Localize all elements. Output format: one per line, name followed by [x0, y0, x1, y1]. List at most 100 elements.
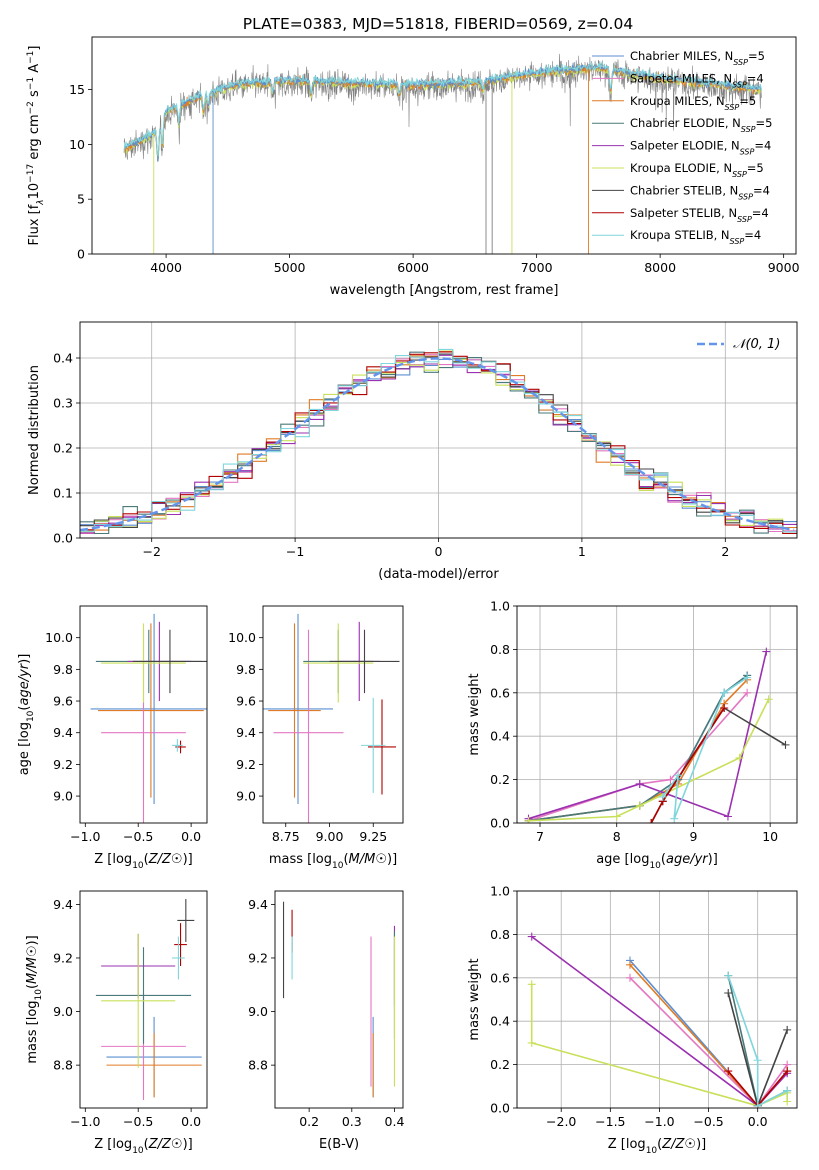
age_vs_mass-ytick-label: 9.4 — [236, 725, 256, 740]
mass_vs_ebv-ytick-label: 9.4 — [248, 897, 268, 912]
figure-title: PLATE=0383, MJD=51818, FIBERID=0569, z=0… — [243, 15, 633, 33]
series-marker — [753, 1056, 762, 1065]
series-marker — [666, 775, 675, 784]
residuals-ytick-label: 0.1 — [53, 486, 73, 501]
series-marker — [783, 1097, 792, 1106]
mass_vs_ebv-xtick-label: 0.4 — [385, 1114, 405, 1129]
mass_vs_Z-ytick-label: 9.0 — [53, 1004, 73, 1019]
series-line — [650, 707, 725, 823]
residuals-ytick-label: 0.3 — [53, 396, 73, 411]
mass_vs_Z-points — [95, 899, 202, 1100]
series-marker — [670, 814, 679, 823]
errorbar-kroupa-stelib — [172, 936, 185, 980]
errorbar-kroupa-miles — [97, 623, 204, 798]
series-marker — [658, 792, 667, 801]
series-chabrier-stelib — [647, 703, 790, 823]
mass_vs_Z-frame — [79, 890, 208, 1109]
spectrum-legend: Chabrier MILES, NSSP=5 Salpeter MILES, NS… — [592, 49, 772, 246]
age_vs_Z-ytick-label: 9.4 — [53, 725, 73, 740]
spectrum-series — [123, 53, 762, 254]
legend-entry: Kroupa ELODIE, NSSP=5 — [630, 161, 764, 179]
series-marker — [753, 1101, 762, 1108]
series-marker — [781, 740, 790, 749]
weight_vs_age-xlabel: age [log10(age/yr)] — [596, 852, 718, 871]
weight_vs_Z-ytick-label: 0.8 — [490, 927, 510, 942]
legend-entry: Chabrier ELODIE, NSSP=5 — [630, 116, 772, 134]
spectrum-xtick-label: 5000 — [274, 260, 306, 275]
legend-entry: Salpeter MILES, NSSP=4 — [630, 71, 764, 89]
weight_vs_Z-xtick-label: 0.0 — [748, 1114, 768, 1129]
weight_vs_Z-xtick-label: −2.0 — [546, 1114, 576, 1129]
series-kroupa-stelib — [658, 673, 752, 823]
series-line — [662, 676, 748, 820]
series-marker — [724, 971, 733, 980]
spectrum-axes: 4000 5000 6000 7000 8000 9000 0 5 10 15 — [69, 82, 800, 275]
series-marker — [743, 673, 752, 682]
normal-curve — [80, 357, 795, 532]
age_vs_Z-xlabel: Z [log10(Z/Z☉)] — [94, 852, 192, 871]
weight_vs_age-series — [524, 647, 790, 823]
weight_vs_age-ytick-label: 0.2 — [490, 772, 510, 787]
mass_vs_Z-xlabel: Z [log10(Z/Z☉)] — [94, 1137, 192, 1156]
series-marker — [783, 1067, 792, 1076]
mass_vs_ebv-ytick-label: 9.2 — [248, 950, 268, 965]
weight_vs_Z-series — [527, 932, 792, 1108]
spectrum-line-kroupa-stelib — [123, 61, 762, 157]
age_vs_Z-ytick-label: 9.0 — [53, 789, 73, 804]
residuals-frame — [79, 321, 798, 539]
series-marker — [524, 816, 533, 823]
age_vs_mass-axes: 8.75 9.00 9.25 9.0 9.2 9.4 9.6 9.8 10.0 — [228, 630, 387, 844]
weight_vs_age-ytick-label: 0.6 — [490, 685, 510, 700]
series-marker — [783, 1086, 792, 1095]
normal-legend-label: 𝒩(0, 1) — [733, 337, 780, 352]
mass_vs_ebv-xtick-label: 0.3 — [342, 1114, 362, 1129]
series-marker — [720, 688, 729, 697]
weight_vs_age-ytick-label: 0.4 — [490, 729, 510, 744]
mass_vs_Z-ytick-label: 9.4 — [53, 897, 73, 912]
age_vs_mass-ytick-label: 9.8 — [236, 662, 256, 677]
errorbar-kroupa-stelib — [361, 697, 386, 793]
weight_vs_age-axes: 7 8 9 10 0.0 0.2 0.4 0.6 0.8 1.0 — [490, 599, 797, 844]
spectrum-frame — [91, 36, 797, 255]
spectrum-line-kroupa-miles — [123, 63, 762, 159]
spectrum-xtick-label: 9000 — [768, 260, 800, 275]
mass_vs_ebv-points — [282, 901, 396, 1098]
series-marker — [527, 1038, 536, 1047]
series-marker — [764, 695, 773, 704]
age_vs_Z-ylabel: age [log10(age/yr)] — [17, 654, 36, 776]
series-salpeter-stelib — [647, 703, 729, 823]
spectrum-ytick-label: 5 — [77, 192, 85, 207]
weight_vs_Z-xtick-label: −1.0 — [644, 1114, 674, 1129]
series-marker — [612, 812, 621, 821]
weight_vs_Z-xlabel: Z [log10(Z/Z☉)] — [608, 1137, 706, 1156]
series-kroupa-elodie — [524, 695, 773, 823]
mass_vs_Z-xtick-label: 0.0 — [181, 1114, 201, 1129]
legend-entry: Kroupa MILES, NSSP=5 — [630, 94, 756, 112]
mass_vs_ebv-ytick-label: 9.0 — [248, 1004, 268, 1019]
series-chabrier-elodie — [524, 671, 752, 823]
age_vs_mass-ytick-label: 10.0 — [228, 630, 256, 645]
legend-entry: Salpeter ELODIE, NSSP=4 — [630, 139, 771, 157]
errorbar-chabrier-stelib — [132, 629, 207, 694]
series-line — [528, 692, 748, 822]
residuals-xtick-label: 1 — [578, 544, 586, 559]
age_vs_Z-frame — [79, 605, 208, 824]
series-marker — [625, 960, 634, 969]
spectrum-ytick-label: 10 — [69, 137, 85, 152]
age_vs_mass-ytick-label: 9.0 — [236, 789, 256, 804]
errorbar-chabrier-miles — [263, 613, 333, 804]
errorbar-kroupa-elodie — [101, 933, 176, 1068]
series-salpeter-elodie — [524, 647, 771, 823]
series-marker — [724, 1067, 733, 1076]
series-marker — [674, 771, 683, 780]
errorbar-salpeter-stelib — [174, 923, 187, 967]
series-marker — [625, 973, 634, 982]
mass_vs_Z-xtick-label: −0.5 — [123, 1114, 153, 1129]
series-marker — [635, 801, 644, 810]
errorbar-kroupa-elodie — [303, 623, 374, 703]
weight_vs_Z-ylabel: mass weight — [467, 958, 482, 1040]
errorbar-kroupa-miles — [106, 1032, 202, 1098]
weight_vs_Z-axes: −2.0 −1.5 −1.0 −0.5 0.0 0.0 0.2 0.4 0.6 0.8 1.0 — [490, 884, 797, 1129]
age_vs_Z-axes: −1.0 −0.5 0.0 9.0 9.2 9.4 9.6 9.8 10.0 — [45, 630, 201, 844]
